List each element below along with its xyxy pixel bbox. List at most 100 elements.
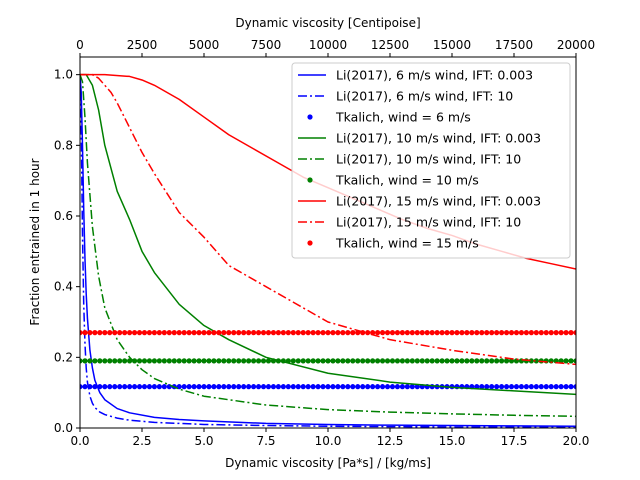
data-point (573, 358, 576, 364)
top-x-tick-label: 2500 (127, 38, 158, 52)
data-point (389, 358, 396, 364)
data-point (439, 358, 445, 364)
data-point (399, 384, 405, 390)
data-point (255, 330, 262, 336)
data-point (107, 330, 113, 336)
data-point (414, 358, 420, 364)
data-point (226, 358, 232, 364)
data-point (350, 384, 356, 390)
data-point (375, 358, 381, 364)
data-point (122, 384, 128, 390)
data-point (394, 358, 401, 364)
data-point (513, 330, 520, 336)
axes-layer: 0.0 2.5 5.0 7.5 10.0 12.5 15.0 17.5 20.0 0 2500 500… (54, 38, 595, 448)
y-tick-label: 0.6 (54, 209, 73, 223)
data-point (474, 358, 480, 364)
legend-marker (307, 177, 313, 183)
data-point (573, 330, 576, 336)
data-point (459, 330, 465, 336)
data-point (161, 358, 167, 364)
data-point (320, 358, 326, 364)
data-point (127, 384, 133, 390)
data-point (454, 358, 460, 364)
y-tick-label: 0.2 (54, 350, 73, 364)
data-point (112, 358, 118, 364)
data-point (389, 384, 396, 390)
data-point (469, 330, 475, 336)
data-point (201, 358, 207, 364)
data-point (528, 384, 534, 390)
data-point (330, 384, 336, 390)
legend-label: Li(2017), 15 m/s wind, IFT: 10 (336, 215, 521, 230)
data-point (97, 358, 103, 364)
data-point (136, 384, 143, 390)
data-point (419, 358, 425, 364)
top-x-tick-label: 5000 (189, 38, 220, 52)
data-point (503, 330, 510, 336)
data-point (246, 330, 252, 336)
data-point (82, 384, 88, 390)
data-point (543, 358, 549, 364)
data-point (499, 330, 505, 336)
data-point (464, 330, 470, 336)
data-point (499, 358, 505, 364)
data-point (568, 330, 574, 336)
data-point (370, 330, 376, 336)
data-point (489, 358, 495, 364)
data-point (379, 358, 386, 364)
data-point (260, 330, 267, 336)
data-point (538, 330, 544, 336)
data-point (102, 384, 108, 390)
data-point (543, 330, 549, 336)
legend-marker (307, 114, 313, 120)
data-point (80, 384, 83, 390)
series-tkalich-8 (80, 330, 576, 336)
legend-label: Li(2017), 15 m/s wind, IFT: 0.003 (336, 194, 541, 209)
data-point (151, 358, 157, 364)
data-point (434, 330, 440, 336)
data-point (251, 330, 257, 336)
data-point (360, 384, 366, 390)
data-point (226, 330, 232, 336)
data-point (161, 330, 167, 336)
data-point (216, 358, 222, 364)
data-point (251, 384, 257, 390)
data-point (80, 358, 83, 364)
data-point (518, 330, 525, 336)
data-point (226, 384, 232, 390)
data-point (102, 330, 108, 336)
data-point (444, 330, 450, 336)
data-point (434, 358, 440, 364)
data-point (553, 384, 559, 390)
data-point (409, 358, 415, 364)
data-point (270, 330, 277, 336)
data-point (201, 330, 207, 336)
data-point (131, 330, 138, 336)
data-point (548, 330, 554, 336)
data-point (503, 384, 510, 390)
data-point (117, 358, 123, 364)
data-point (107, 358, 113, 364)
series-layer (80, 73, 576, 428)
data-point (429, 358, 435, 364)
data-point (484, 330, 490, 336)
y-axis-title: Fraction entrained in 1 hour (28, 158, 42, 325)
data-point (479, 384, 485, 390)
data-point (255, 384, 262, 390)
data-point (107, 384, 113, 390)
data-point (489, 384, 495, 390)
data-point (97, 330, 103, 336)
data-point (166, 330, 172, 336)
data-point (365, 358, 371, 364)
x-tick-label: 2.5 (132, 434, 151, 448)
data-point (231, 330, 237, 336)
data-point (548, 384, 554, 390)
data-point (563, 384, 569, 390)
data-point (533, 358, 539, 364)
data-point (553, 330, 559, 336)
data-point (191, 358, 197, 364)
data-point (156, 384, 162, 390)
data-point (241, 358, 247, 364)
top-x-tick-label: 0 (76, 38, 84, 52)
